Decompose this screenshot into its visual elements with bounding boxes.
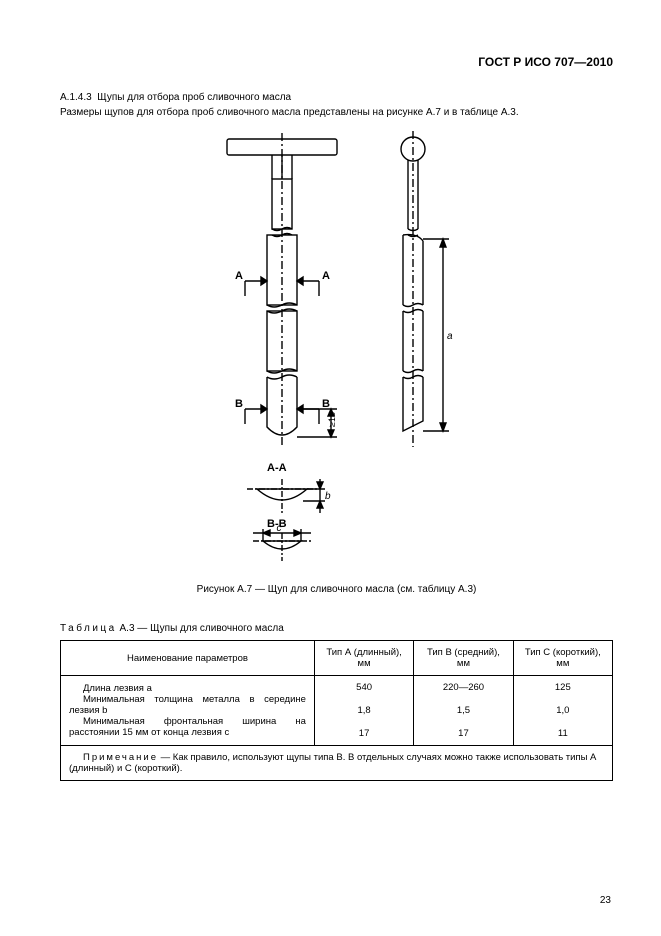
label-a-left: A	[235, 270, 243, 282]
section-heading: А.1.4.3 Щупы для отбора проб сливочного …	[60, 91, 613, 104]
page-number: 23	[600, 895, 611, 906]
th-type-a: Тип А (длинный), мм	[314, 641, 413, 676]
table-note-row: Примечание — Как правило, используют щуп…	[61, 746, 613, 781]
cell-a1: 540	[314, 676, 413, 700]
param-name-1: Длина лезвия a	[83, 683, 152, 694]
figure-caption: Рисунок А.7 — Щуп для сливочного масла (…	[60, 584, 613, 595]
cell-c1: 125	[513, 676, 612, 700]
th-type-c: Тип С (короткий), мм	[513, 641, 612, 676]
label-dim-c: c	[276, 523, 281, 534]
label-dim-b: b	[325, 491, 331, 502]
param-name-3: Минимальная фронтальная ширина на рассто…	[69, 716, 306, 738]
cell-b3: 17	[414, 722, 513, 746]
probe-diagram-svg: A A B B A-A B-B a b c ≥15	[187, 131, 487, 561]
label-b-left: B	[235, 398, 243, 410]
document-header: ГОСТ Р ИСО 707—2010	[60, 55, 613, 69]
cell-a3: 17	[314, 722, 413, 746]
section-description: Размеры щупов для отбора проб сливочного…	[60, 106, 613, 119]
table-label-word: Таблица	[60, 623, 117, 634]
table-header-row: Наименование параметров Тип А (длинный),…	[61, 641, 613, 676]
label-dim-15: ≥15	[327, 412, 337, 427]
section-title-text: Щупы для отбора проб сливочного масла	[97, 92, 291, 103]
label-b-right: B	[322, 398, 330, 410]
th-param: Наименование параметров	[61, 641, 315, 676]
cell-c2: 1,0	[513, 699, 612, 722]
table-row: Длина лезвия a Минимальная толщина метал…	[61, 676, 613, 700]
cell-a2: 1,8	[314, 699, 413, 722]
cell-c3: 11	[513, 722, 612, 746]
param-name-2: Минимальная толщина металла в середине л…	[69, 694, 306, 716]
label-dim-a: a	[447, 331, 453, 342]
cell-b1: 220—260	[414, 676, 513, 700]
cell-b2: 1,5	[414, 699, 513, 722]
section-number: А.1.4.3	[60, 92, 92, 103]
figure-a7: A A B B A-A B-B a b c ≥15	[60, 131, 613, 566]
note-label: Примечание	[83, 752, 158, 763]
label-section-aa: A-A	[267, 462, 287, 474]
th-type-b: Тип В (средний), мм	[414, 641, 513, 676]
table-a3: Наименование параметров Тип А (длинный),…	[60, 640, 613, 781]
label-a-right: A	[322, 270, 330, 282]
table-label-rest: А.3 — Щупы для сливочного масла	[117, 623, 284, 634]
table-label: Таблица А.3 — Щупы для сливочного масла	[60, 623, 613, 634]
